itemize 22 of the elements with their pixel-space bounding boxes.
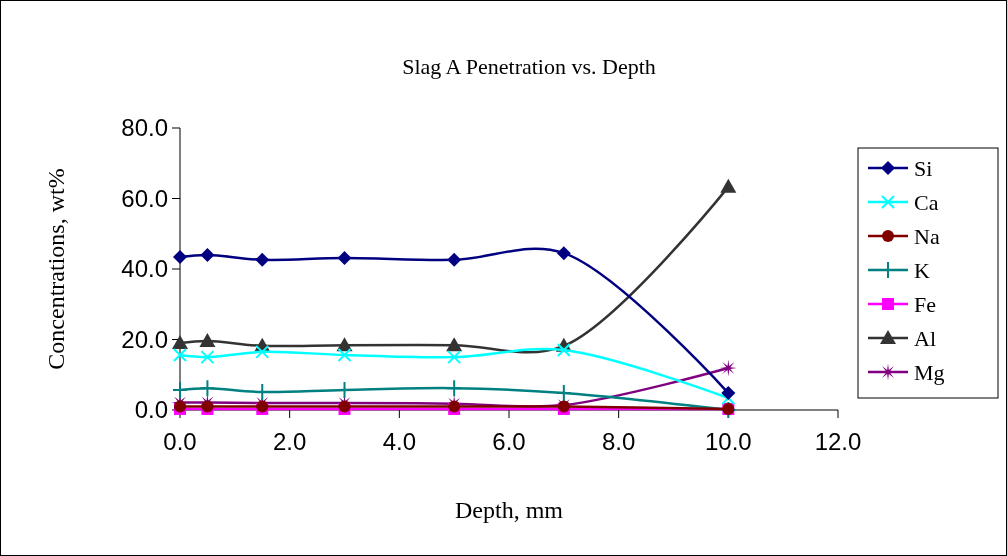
legend-label: K (914, 257, 930, 283)
x-tick-label: 2.0 (272, 428, 307, 455)
y-tick-label: 60.0 (121, 184, 168, 212)
legend-label: Al (914, 325, 936, 351)
y-axis-title: Concentrations, wt% (43, 168, 69, 370)
x-tick-label: 12.0 (814, 428, 862, 455)
legend-label: Ca (914, 189, 939, 215)
chart-title: Slag A Penetration vs. Depth (402, 54, 656, 79)
y-tick-label: 80.0 (121, 114, 168, 142)
y-tick-label: 20.0 (121, 325, 168, 353)
x-tick-label: 6.0 (492, 428, 526, 455)
x-tick-label: 8.0 (601, 428, 636, 455)
legend-label: Mg (914, 359, 945, 385)
x-tick-label: 4.0 (382, 428, 417, 455)
legend-label: Si (914, 155, 933, 181)
y-tick-label: 40.0 (121, 255, 168, 283)
x-tick-label: 0.0 (163, 428, 197, 455)
legend-label: Na (914, 223, 940, 249)
x-tick-label: 10.0 (704, 428, 752, 455)
legend-label: Fe (914, 291, 936, 317)
y-tick-label: 0.0 (134, 396, 168, 424)
x-axis-title: Depth, mm (455, 497, 564, 523)
